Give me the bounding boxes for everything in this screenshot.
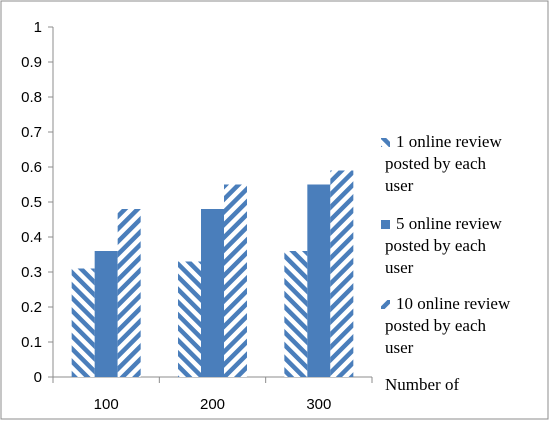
legend-swatch xyxy=(381,300,390,309)
y-tick-label: 0.7 xyxy=(21,124,42,141)
legend-label: 10 online review xyxy=(396,294,511,313)
x-tick-label: 100 xyxy=(94,396,119,413)
y-tick-label: 0.3 xyxy=(21,264,42,281)
legend-label: posted by each xyxy=(385,154,487,173)
bar xyxy=(201,209,224,377)
bar xyxy=(117,209,141,377)
y-tick-label: 0.9 xyxy=(21,54,42,71)
y-tick-label: 0.4 xyxy=(21,229,42,246)
y-tick-label: 0.6 xyxy=(21,159,42,176)
bars xyxy=(71,170,354,377)
legend-label: posted by each xyxy=(385,236,487,255)
legend-label: user xyxy=(385,338,414,357)
bar xyxy=(307,184,331,377)
legend-label: user xyxy=(385,258,414,277)
legend-item: 10 online review posted by each user xyxy=(381,294,511,357)
y-tick-label: 0 xyxy=(34,369,42,386)
bar xyxy=(71,268,95,377)
y-tick-label: 0.2 xyxy=(21,299,42,316)
y-tick-label: 1 xyxy=(34,19,42,36)
y-tick-label: 0.1 xyxy=(21,334,42,351)
legend-swatch xyxy=(381,138,390,147)
axis-note: Number of xyxy=(385,375,459,394)
legend-swatch xyxy=(381,220,390,229)
bar xyxy=(94,251,118,377)
bar xyxy=(224,184,247,377)
legend-label: 5 online review xyxy=(396,214,502,233)
bar xyxy=(178,261,201,377)
legend-label: posted by each xyxy=(385,316,487,335)
x-tick-label: 300 xyxy=(306,396,331,413)
y-tick-label: 0.5 xyxy=(21,194,42,211)
bar xyxy=(284,251,308,377)
y-axis: 0 0.1 0.2 0.3 0.4 0.5 0.6 0.7 0.8 0.9 1 xyxy=(21,19,54,386)
bar xyxy=(330,170,354,377)
legend-label: user xyxy=(385,176,414,195)
legend-label: 1 online review xyxy=(396,132,502,151)
legend-item: 5 online review posted by each user xyxy=(381,214,502,277)
legend-item: 1 online review posted by each user xyxy=(381,132,502,195)
x-tick-label: 200 xyxy=(200,396,225,413)
y-tick-label: 0.8 xyxy=(21,89,42,106)
